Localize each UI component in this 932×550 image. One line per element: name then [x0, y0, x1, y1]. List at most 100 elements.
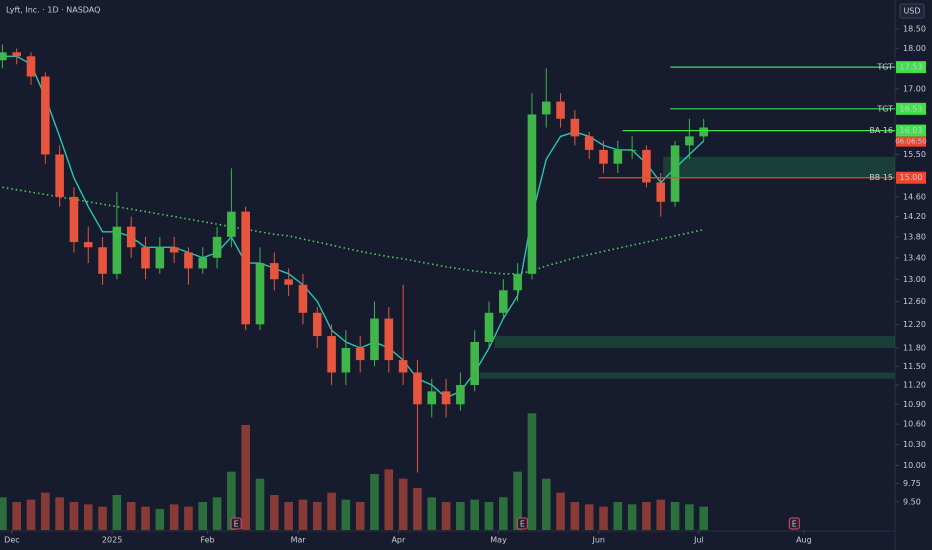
level-name: TGT — [876, 63, 893, 72]
candle-body — [69, 196, 79, 243]
candle-body — [241, 211, 250, 325]
candle-body — [155, 247, 165, 269]
candle-body — [298, 284, 308, 313]
currency-box[interactable] — [899, 3, 925, 19]
zone — [663, 156, 895, 178]
y-tick-label: 18.00 — [903, 44, 926, 53]
volume-bar — [41, 492, 50, 530]
candle-body — [484, 312, 494, 342]
volume-bar — [456, 502, 465, 530]
y-tick-label: 10.60 — [903, 420, 926, 429]
volume-bar — [26, 499, 36, 530]
volume-bar — [12, 502, 21, 530]
candle-body — [270, 263, 279, 280]
volume-bar — [541, 478, 551, 530]
volume-bar — [155, 509, 165, 530]
volume-bar — [126, 502, 136, 530]
volume-bar — [656, 499, 666, 530]
volume-bar — [55, 497, 64, 530]
volume-bar — [398, 478, 408, 530]
level-box — [896, 124, 926, 137]
candle-body — [441, 391, 451, 405]
candle-body — [599, 149, 608, 164]
y-tick-label: 13.00 — [903, 275, 926, 284]
event-label: E — [792, 520, 797, 529]
volume-bar — [227, 471, 236, 530]
candle-body — [584, 136, 594, 150]
y-tick-label: 11.50 — [903, 362, 926, 371]
volume-bar — [255, 478, 265, 530]
candle-body — [227, 211, 236, 237]
y-tick-label: 9.75 — [903, 479, 921, 488]
volume-bar — [527, 413, 537, 530]
candle-body — [141, 247, 150, 269]
candle-body — [255, 263, 265, 325]
event-marker — [788, 517, 800, 530]
volume-bar — [341, 499, 351, 530]
candle-body — [55, 154, 64, 197]
chart-title: Lyft, Inc. · 1D · NASDAQ — [6, 6, 100, 15]
candle-body — [384, 318, 394, 361]
volume-bar — [141, 506, 150, 530]
y-tick-label: 10.00 — [903, 461, 926, 470]
countdown: 06:06:50 — [895, 138, 926, 146]
candle-body — [541, 101, 551, 115]
x-tick-label: May — [490, 536, 507, 545]
candle-body — [413, 372, 422, 405]
volume-bar — [69, 502, 79, 530]
volume-bar — [556, 492, 565, 530]
volume-bar — [499, 497, 508, 530]
volume-bar — [241, 425, 250, 530]
volume-bar — [198, 502, 208, 530]
volume-bar — [384, 469, 394, 530]
candle-body — [627, 149, 637, 151]
volume-bar — [112, 495, 122, 530]
y-tick-label: 11.80 — [903, 343, 926, 352]
x-tick-label: Mar — [291, 536, 307, 545]
volume-bar — [685, 504, 694, 530]
y-tick-label: 14.20 — [903, 212, 926, 221]
candle-body — [198, 257, 208, 269]
y-tick-label: 9.50 — [903, 497, 921, 506]
candle-body — [570, 118, 580, 137]
volume-bar — [627, 504, 637, 530]
event-label: E — [520, 520, 525, 529]
volume-bar — [98, 506, 107, 530]
candle-body — [427, 391, 437, 405]
volume-bar — [570, 502, 580, 530]
volume-bar — [169, 504, 179, 530]
sma-line — [2, 186, 704, 275]
x-tick-label: Jun — [591, 536, 605, 545]
volume-bar — [613, 502, 623, 530]
level-name: BB 15 — [869, 173, 893, 182]
candle-body — [83, 242, 93, 248]
candle-body — [341, 347, 351, 373]
y-tick-label: 10.30 — [903, 440, 926, 449]
volume-bar — [642, 502, 651, 530]
candle-body — [398, 360, 408, 373]
volume-bar — [484, 502, 494, 530]
level-box — [896, 61, 926, 74]
volume-bar — [270, 495, 279, 530]
zone — [494, 336, 895, 348]
x-tick-label: Dec — [4, 536, 19, 545]
candle-body — [41, 76, 50, 155]
volume-bar — [441, 502, 451, 530]
volume-bar — [699, 506, 708, 530]
x-tick-label: Feb — [200, 536, 214, 545]
candle-body — [327, 336, 336, 373]
candle-body — [670, 145, 680, 202]
currency: USD — [903, 7, 920, 16]
y-tick-label: 11.20 — [903, 381, 926, 390]
volume-bar — [284, 502, 293, 530]
candle-body — [699, 127, 708, 137]
level-label: 17.53 — [900, 63, 923, 72]
event-label: E — [234, 520, 239, 529]
candle-body — [355, 347, 365, 361]
volume-bar — [599, 506, 608, 530]
candle-body — [456, 385, 465, 405]
candle-body — [98, 247, 107, 274]
volume-bar — [212, 497, 222, 530]
